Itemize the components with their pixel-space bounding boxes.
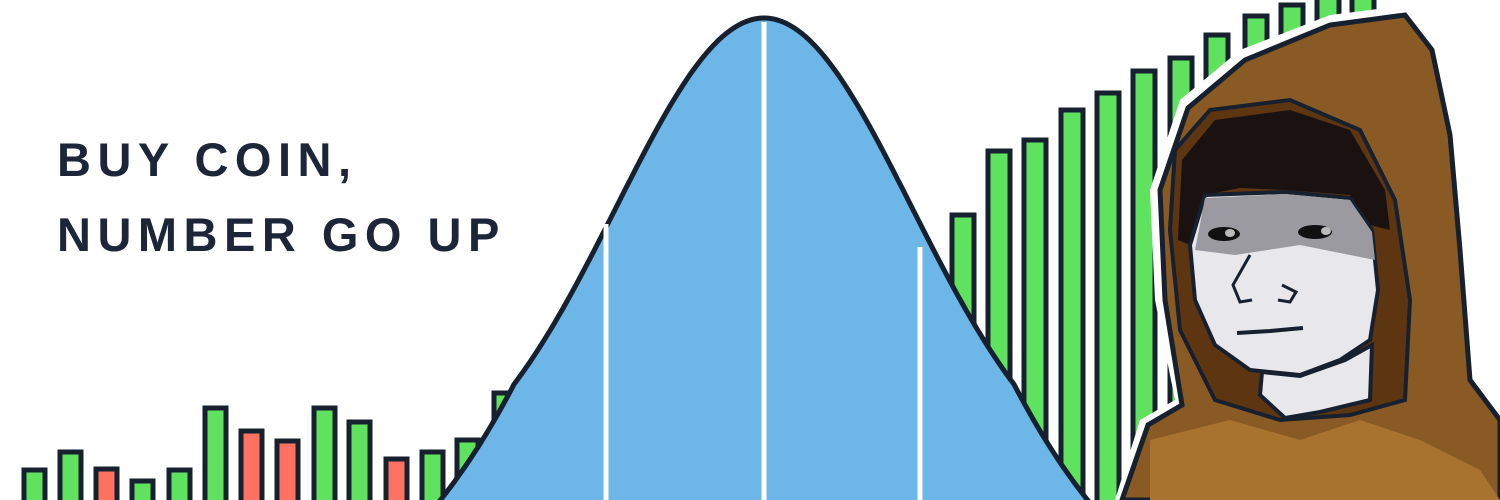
right-bar-5 xyxy=(1094,90,1122,500)
left-bar-3 xyxy=(93,466,120,500)
left-bar-11 xyxy=(383,456,410,500)
left-bar-6 xyxy=(202,405,229,500)
left-bar-5 xyxy=(166,467,193,500)
right-bar-4 xyxy=(1058,107,1086,500)
headline-line-1: BUY COIN, xyxy=(57,133,358,186)
headline-line-2: NUMBER GO UP xyxy=(57,208,506,261)
left-bar-8 xyxy=(274,438,301,500)
left-bar-7 xyxy=(238,428,265,500)
left-bar-2 xyxy=(57,449,84,500)
left-bar-1 xyxy=(21,467,48,500)
left-eye xyxy=(1208,227,1240,241)
left-bar-9 xyxy=(311,405,338,500)
hooded-character-illustration xyxy=(1115,5,1500,500)
left-bar-10 xyxy=(346,419,373,500)
left-bar-12 xyxy=(419,449,446,500)
left-bar-4 xyxy=(129,478,156,500)
candlestick-bars-left xyxy=(21,390,518,500)
